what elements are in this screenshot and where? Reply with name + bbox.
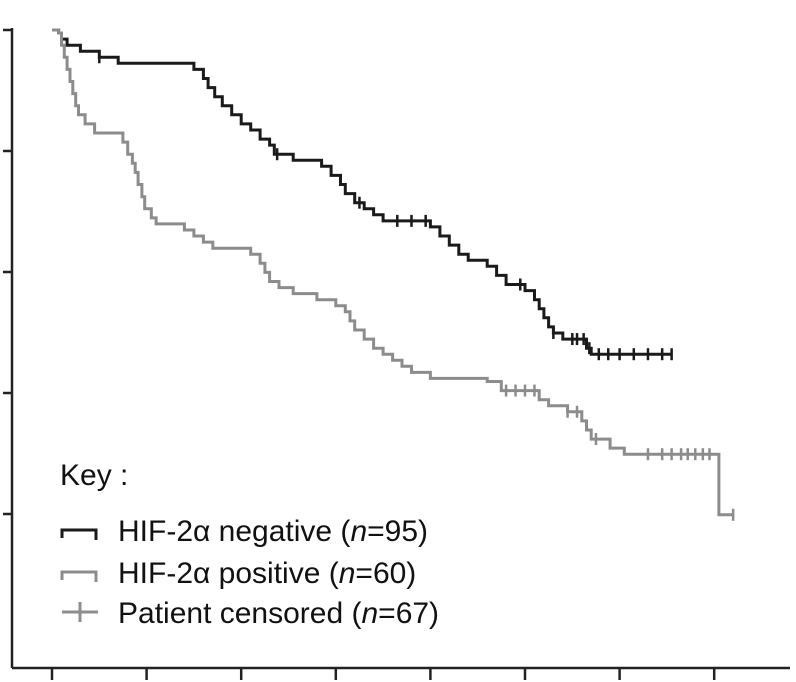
legend-entry-positive: HIF-2α positive (n=60) xyxy=(60,557,416,590)
svg-text:HIF-2α positive (n=60): HIF-2α positive (n=60) xyxy=(118,557,416,590)
axes xyxy=(3,28,790,680)
legend-title: Key : xyxy=(60,459,128,492)
legend-label-censored-prefix: Patient censored ( xyxy=(118,597,361,630)
legend-label-positive-n: n xyxy=(339,557,356,590)
legend-label-positive-prefix: HIF-2α positive ( xyxy=(118,557,339,590)
curve-neg xyxy=(52,28,672,356)
legend-label-censored-count: =67) xyxy=(378,597,439,630)
legend-label-negative-count: =95) xyxy=(367,515,428,548)
svg-text:Patient censored (n=67): Patient censored (n=67) xyxy=(118,597,439,630)
censor-marks xyxy=(98,51,735,521)
legend-symbol-positive xyxy=(60,570,98,582)
svg-text:HIF-2α negative (n=95): HIF-2α negative (n=95) xyxy=(118,515,428,548)
legend-label-negative-prefix: HIF-2α negative ( xyxy=(118,515,350,548)
legend-entry-negative: HIF-2α negative (n=95) xyxy=(60,515,428,548)
legend: Key : HIF-2α negative (n=95) HIF-2α posi… xyxy=(60,459,439,630)
legend-label-censored-n: n xyxy=(361,597,378,630)
curve-pos xyxy=(52,28,734,517)
survival-curves xyxy=(52,28,734,517)
legend-symbol-negative xyxy=(60,528,98,540)
legend-label-positive-count: =60) xyxy=(355,557,416,590)
legend-label-negative-n: n xyxy=(350,515,367,548)
legend-entry-censored: Patient censored (n=67) xyxy=(62,597,439,630)
legend-symbol-censored xyxy=(62,602,98,622)
